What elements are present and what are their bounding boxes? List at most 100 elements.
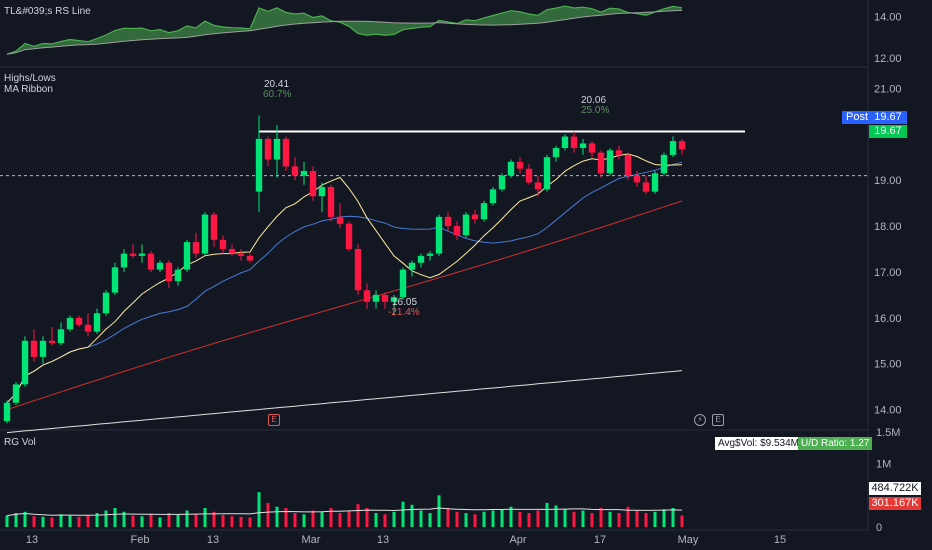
- dividend-icon[interactable]: E: [712, 414, 724, 426]
- volume-bar: [473, 514, 477, 527]
- candle-body: [507, 161, 515, 176]
- high2-annotation-pct: 25.0%: [581, 105, 610, 116]
- volume-bar: [185, 510, 189, 527]
- candle-body: [417, 255, 425, 263]
- rs-area: [7, 6, 682, 55]
- post-label: Post: [846, 111, 869, 123]
- volume-bar: [104, 510, 108, 527]
- candle-body: [75, 317, 83, 325]
- x-tick-label: May: [678, 534, 699, 546]
- volume-bar: [383, 514, 387, 527]
- volume-bar: [32, 516, 36, 527]
- candle-body: [471, 214, 479, 220]
- candle-body: [543, 157, 551, 190]
- volume-bar: [509, 506, 513, 527]
- volume-bar: [428, 513, 432, 527]
- volume-bar: [635, 510, 639, 527]
- candle-body: [525, 168, 533, 183]
- x-tick-label: 13: [207, 534, 219, 546]
- candle-body: [633, 175, 641, 183]
- candle-body: [39, 340, 47, 357]
- candle-body: [399, 269, 407, 298]
- candle-body: [408, 262, 416, 270]
- volume-bar: [527, 513, 531, 527]
- volume-bar: [5, 515, 9, 527]
- candle-body: [363, 290, 371, 302]
- candle-body: [156, 262, 164, 270]
- candle-body: [561, 136, 569, 149]
- price-tick-label: 18.00: [874, 221, 902, 233]
- candle-body: [93, 313, 101, 332]
- vol-value-1: 484.722K: [869, 482, 921, 495]
- volume-bar: [212, 511, 216, 527]
- volume-bar: [311, 510, 315, 527]
- price-tick-label: 17.00: [874, 267, 902, 279]
- vol-tick-label: 0: [876, 522, 882, 534]
- candle-body: [147, 253, 155, 270]
- candle-body: [273, 138, 281, 160]
- volume-bar: [446, 508, 450, 527]
- volume-bar: [653, 511, 657, 527]
- high-annotation-pct: 60.7%: [263, 89, 292, 100]
- vol-value-2: 301.167K: [869, 497, 921, 510]
- candle-body: [264, 138, 272, 160]
- volume-bar: [392, 511, 396, 527]
- ma-long-line: [6, 370, 683, 434]
- candle-body: [246, 255, 254, 261]
- volume-bar: [86, 514, 90, 527]
- volume-bar: [41, 516, 45, 527]
- candle-body: [282, 138, 290, 167]
- x-tick-label: Feb: [131, 534, 150, 546]
- candle-body: [372, 294, 380, 302]
- volume-bar: [626, 506, 630, 527]
- candle-body: [624, 154, 632, 176]
- candle-body: [210, 214, 218, 240]
- candle-body: [237, 253, 245, 256]
- candle-body: [300, 170, 308, 176]
- volume-bar: [68, 515, 72, 527]
- candle-body: [336, 216, 344, 224]
- highs-lows-label: Highs/Lows: [4, 73, 56, 84]
- earnings-icon[interactable]: E: [268, 414, 280, 426]
- volume-bar: [266, 502, 270, 527]
- volume-bar: [77, 516, 81, 527]
- volume-bar: [14, 513, 18, 527]
- candle-body: [129, 253, 137, 256]
- volume-bar: [221, 514, 225, 527]
- candle-body: [291, 166, 299, 176]
- volume-bar: [563, 509, 567, 527]
- candle-body: [597, 152, 605, 174]
- candle-body: [462, 214, 470, 236]
- candle-body: [84, 324, 92, 332]
- volume-bar: [140, 516, 144, 527]
- candle-body: [120, 253, 128, 268]
- volume-bar: [275, 506, 279, 527]
- volume-bar: [419, 510, 423, 527]
- volume-bar: [149, 514, 153, 527]
- post-badge: Post: [842, 111, 873, 124]
- candle-body: [552, 148, 560, 158]
- candle-body: [309, 170, 317, 197]
- rs-tick-label: 12.00: [874, 53, 902, 65]
- candle-body: [570, 136, 578, 149]
- volume-bar: [608, 511, 612, 527]
- low-annotation-pct: -21.4%: [388, 307, 420, 318]
- ma-ribbon-label: MA Ribbon: [4, 84, 53, 95]
- low-annotation-value: 16.05: [392, 297, 418, 308]
- price-tick-label: 14.00: [874, 405, 902, 417]
- volume-bar: [572, 511, 576, 527]
- x-tick-label: 17: [594, 534, 606, 546]
- x-tick-label: 13: [377, 534, 389, 546]
- candle-body: [183, 242, 191, 270]
- candle-body: [435, 216, 443, 254]
- candle-body: [642, 182, 650, 192]
- split-icon[interactable]: ⚡: [694, 414, 706, 426]
- candle-body: [12, 384, 20, 403]
- candle-body: [228, 249, 236, 254]
- candle-body: [57, 329, 65, 344]
- candle-body: [426, 253, 434, 256]
- candle-body: [327, 187, 335, 217]
- volume-bar: [536, 510, 540, 527]
- volume-bar: [293, 513, 297, 527]
